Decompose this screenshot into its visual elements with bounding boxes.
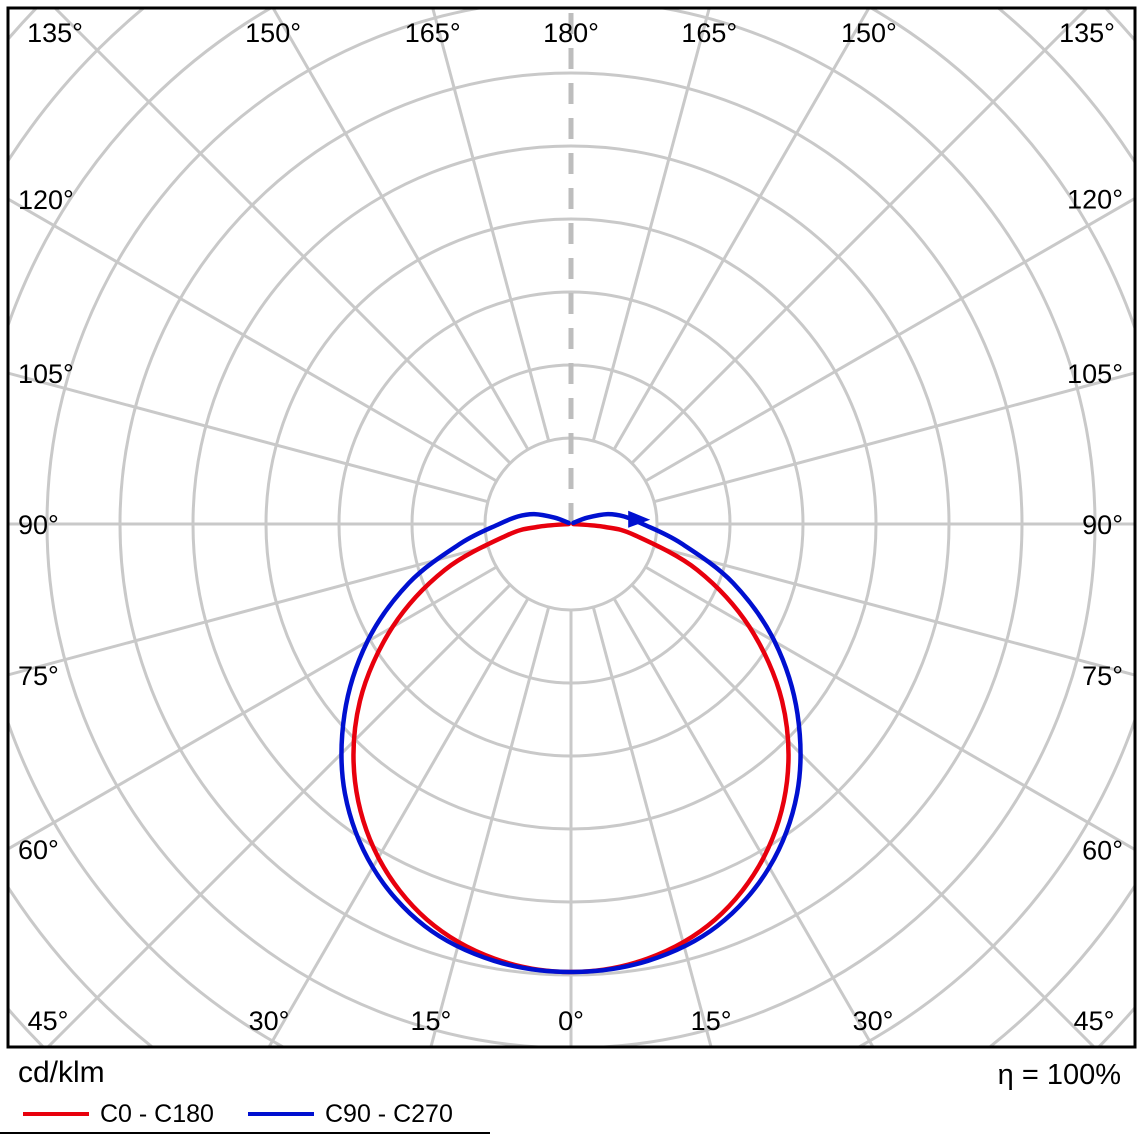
angle-label: 90° xyxy=(1082,510,1123,540)
grid-spoke xyxy=(612,597,874,1046)
angle-label: 135° xyxy=(1059,18,1115,48)
angle-label: 105° xyxy=(18,359,74,389)
angle-label: 30° xyxy=(853,1006,894,1036)
grid-spoke xyxy=(9,371,489,504)
legend-underline xyxy=(0,1132,490,1134)
angle-label: 30° xyxy=(249,1006,290,1036)
angle-label: 165° xyxy=(405,18,461,48)
efficiency-label: η = 100% xyxy=(997,1059,1121,1091)
angle-label: 180° xyxy=(543,18,599,48)
angle-label: 150° xyxy=(841,18,897,48)
direction-arrow-icon xyxy=(628,510,651,528)
angle-label: 90° xyxy=(18,510,59,540)
legend-swatch-c90-c270 xyxy=(248,1112,314,1116)
grid-spoke xyxy=(429,606,551,1046)
grid-spoke xyxy=(644,565,1134,851)
legend-label-c0-c180: C0 - C180 xyxy=(100,1100,214,1128)
grid-spoke xyxy=(9,565,498,850)
grid-spoke xyxy=(9,544,489,677)
legend: C0 - C180 C90 - C270 xyxy=(0,1098,1143,1130)
angle-label: 150° xyxy=(245,18,301,48)
angle-label: 105° xyxy=(1067,359,1123,389)
grid-spoke xyxy=(630,9,1088,465)
unit-label: cd/klm xyxy=(18,1056,105,1089)
grid-spoke xyxy=(653,544,1134,677)
plot-border xyxy=(6,6,1137,1049)
angle-label: 45° xyxy=(28,1006,69,1036)
grid-spoke xyxy=(54,9,512,465)
grid-spoke xyxy=(630,583,1095,1046)
grid-spoke xyxy=(268,597,530,1046)
grid-spoke xyxy=(47,583,512,1046)
legend-swatch-c0-c180 xyxy=(23,1112,89,1116)
angle-label: 120° xyxy=(1067,184,1123,214)
grid-spoke xyxy=(653,371,1134,504)
angle-label: 75° xyxy=(1082,661,1123,691)
angle-label: 60° xyxy=(1082,836,1123,866)
grid-spoke xyxy=(9,198,498,483)
angle-label: 165° xyxy=(681,18,737,48)
angle-label: 135° xyxy=(27,18,83,48)
angle-label: 75° xyxy=(18,661,59,691)
curve-c90-c270 xyxy=(339,511,803,975)
angle-label: 0° xyxy=(558,1006,584,1036)
grid-spoke xyxy=(591,606,713,1046)
angle-label: 120° xyxy=(18,185,74,215)
angle-label: 15° xyxy=(691,1006,732,1036)
legend-label-c90-c270: C90 - C270 xyxy=(325,1100,453,1128)
angle-label: 15° xyxy=(410,1006,451,1036)
grid-spoke xyxy=(272,9,530,451)
grid-spoke xyxy=(612,9,870,451)
grid-spoke xyxy=(591,9,711,442)
grid-spoke xyxy=(431,9,551,442)
angle-label: 45° xyxy=(1074,1006,1115,1036)
angle-label: 60° xyxy=(18,835,59,865)
grid-spoke xyxy=(644,197,1134,483)
